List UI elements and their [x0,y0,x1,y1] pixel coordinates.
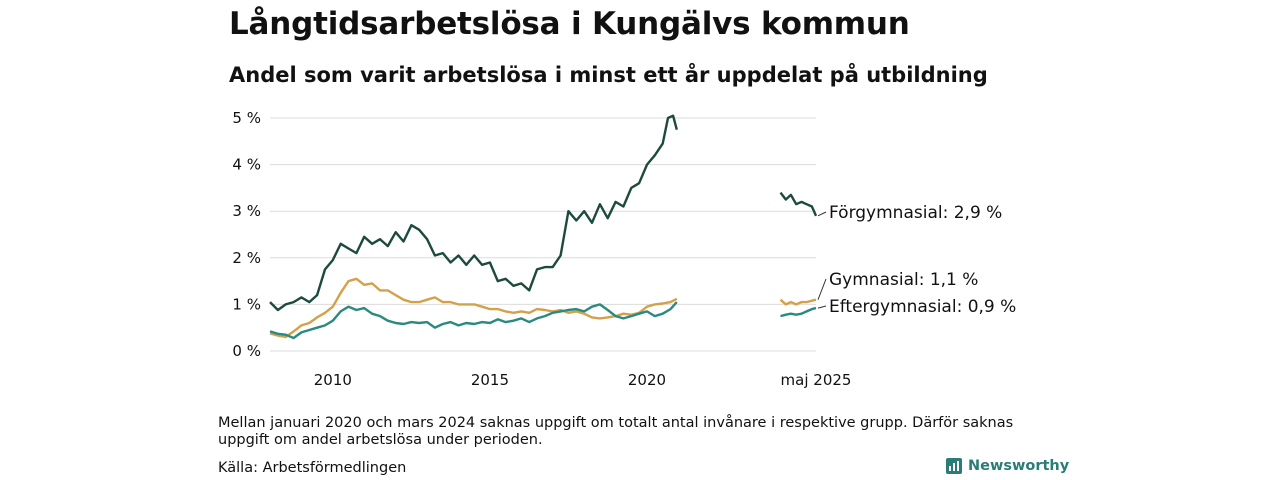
series-label: Eftergymnasial: 0,9 % [829,297,1016,317]
y-tick-label: 5 % [232,109,261,127]
label-leader-line [817,278,827,300]
series-line-förgymnasial [779,191,818,217]
chart-subtitle: Andel som varit arbetslösa i minst ett å… [229,63,988,87]
y-tick-label: 2 % [232,249,261,267]
y-tick-label: 3 % [232,202,261,220]
series-label: Gymnasial: 1,1 % [829,270,978,290]
y-tick-label: 4 % [232,156,261,174]
series-lines [269,114,818,340]
chart-title: Långtidsarbetslösa i Kungälvs kommun [229,6,910,42]
x-axis: 2010 2015 2020 maj 2025 [314,371,852,389]
line-chart: 0 %1 %2 %3 %4 %5 % 2010 2015 2020 maj 2025 … [232,109,1016,389]
bar-chart-icon [946,458,962,474]
newsworthy-logo: Newsworthy [946,458,1069,474]
footnote: Mellan januari 2020 och mars 2024 saknas… [218,415,1014,448]
x-tick-label: 2020 [628,371,666,389]
x-tick-label: 2015 [471,371,509,389]
series-line-gymnasial [269,277,678,339]
y-axis: 0 % 1 % 2 % 3 % 4 % 5 % [232,109,261,360]
x-end-label: maj 2025 [781,371,852,389]
series-line-förgymnasial [269,114,678,312]
y-tick-label: 1 % [232,295,261,313]
series-line-gymnasial [779,298,817,306]
x-tick-label: 2010 [314,371,352,389]
series-line-eftergymnasial [780,306,817,318]
label-leader-line [817,211,827,217]
grid-lines [270,117,816,352]
series-label: Förgymnasial: 2,9 % [829,203,1002,223]
series-labels: Förgymnasial: 2,9 % Gymnasial: 1,1 % Efter… [817,203,1016,317]
source-text: Källa: Arbetsförmedlingen [218,460,407,476]
series-line-eftergymnasial [269,301,678,340]
label-leader-line [817,305,827,309]
y-tick-label: 0 % [232,342,261,360]
logo-text: Newsworthy [968,458,1070,474]
